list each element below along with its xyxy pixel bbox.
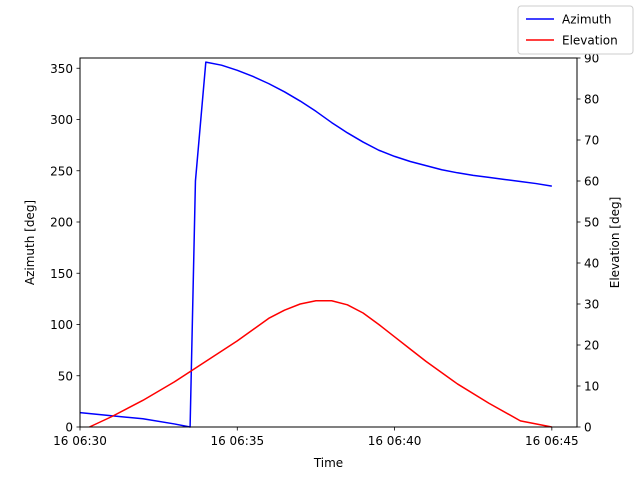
left-y-axis-label: Azimuth [deg] [23, 200, 37, 285]
legend: Azimuth Elevation [517, 5, 634, 55]
right-y-tick-label: 70 [584, 134, 599, 148]
plot-frame [79, 57, 578, 428]
right-y-tick-label: 60 [584, 175, 599, 189]
right-y-axis: 0 10 20 30 40 50 60 70 80 90 [577, 52, 599, 435]
legend-label-elevation: Elevation [562, 34, 618, 48]
left-y-tick-label: 100 [50, 318, 73, 332]
legend-box [517, 5, 634, 55]
right-y-tick-label: 20 [584, 339, 599, 353]
left-y-tick-label: 250 [50, 164, 73, 178]
left-y-tick-label: 0 [65, 421, 73, 435]
right-y-tick-label: 90 [584, 52, 599, 66]
x-tick-label: 16 06:35 [210, 434, 264, 448]
right-y-tick-label: 50 [584, 216, 599, 230]
x-tick-label: 16 06:45 [525, 434, 579, 448]
left-y-tick-label: 350 [50, 62, 73, 76]
right-y-tick-label: 80 [584, 93, 599, 107]
left-y-tick-label: 50 [58, 369, 73, 383]
x-axis-label: Time [313, 456, 343, 470]
right-y-axis-label: Elevation [deg] [608, 197, 622, 289]
x-tick-label: 16 06:30 [53, 434, 107, 448]
right-y-tick-label: 40 [584, 257, 599, 271]
x-tick-label: 16 06:40 [368, 434, 422, 448]
left-y-tick-label: 150 [50, 267, 73, 281]
series-line-elevation [89, 299, 552, 428]
series-line-azimuth [79, 61, 552, 428]
left-y-tick-label: 300 [50, 113, 73, 127]
left-y-tick-label: 200 [50, 216, 73, 230]
legend-label-azimuth: Azimuth [562, 13, 611, 27]
plot-lines [79, 61, 552, 428]
left-y-axis: 0 50 100 150 200 250 300 350 [50, 62, 80, 435]
right-y-tick-label: 0 [584, 421, 592, 435]
right-y-tick-label: 30 [584, 298, 599, 312]
x-axis: 16 06:30 16 06:35 16 06:40 16 06:45 [53, 427, 579, 448]
right-y-tick-label: 10 [584, 380, 599, 394]
